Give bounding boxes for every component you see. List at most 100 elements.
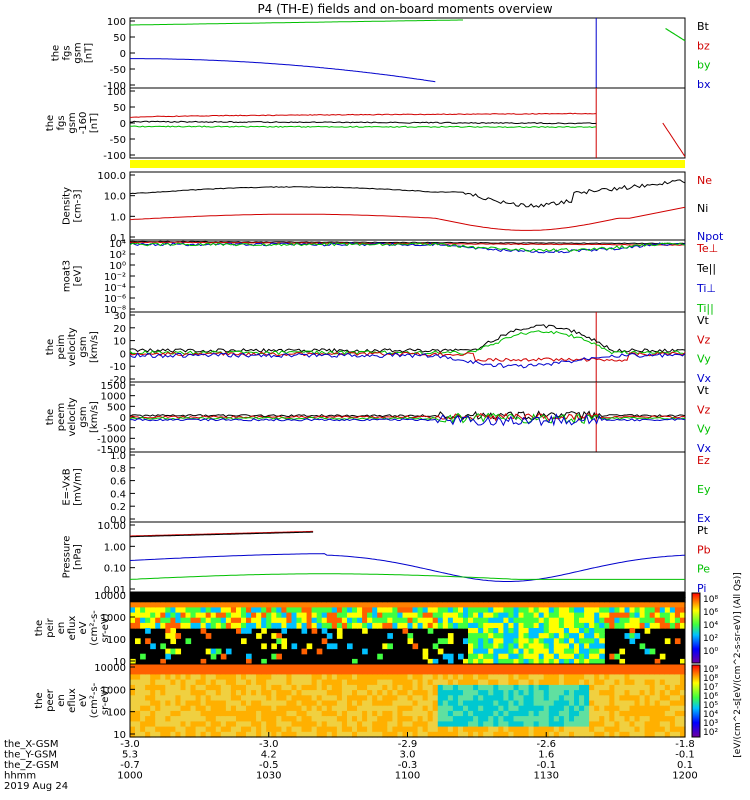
spectrogram-cell — [422, 669, 429, 676]
spectrogram-cell — [145, 628, 151, 634]
spectrogram-cell — [523, 607, 530, 614]
spectrogram-cell — [215, 731, 222, 738]
spectrogram-cell — [533, 731, 540, 738]
spectrogram-cell — [533, 628, 540, 634]
spectrogram-cell — [463, 721, 469, 728]
spectrogram-cell — [674, 716, 681, 722]
spectrogram-cell — [528, 721, 535, 728]
spectrogram-cell — [266, 679, 272, 686]
spectrogram-cell — [145, 592, 151, 598]
spectrogram-cell — [215, 597, 222, 603]
spectrogram-cell — [680, 607, 686, 614]
spectrogram-cell — [629, 597, 636, 603]
spectrogram-cell — [145, 679, 151, 686]
spectrogram-cell — [432, 679, 439, 686]
spectrogram-cell — [523, 726, 530, 733]
spectrogram-cell — [397, 684, 404, 691]
spectrogram-cell — [624, 664, 631, 670]
spectrogram-cell — [463, 716, 469, 722]
spectrogram-cell — [382, 679, 388, 686]
spectrogram-cell — [170, 638, 177, 645]
spectrogram-cell — [579, 633, 585, 639]
spectrogram-cell — [427, 721, 434, 728]
spectrogram-cell — [402, 664, 409, 670]
spectrogram-cell — [145, 622, 151, 629]
spectrogram-cell — [256, 633, 262, 639]
spectrogram-cell — [483, 612, 489, 619]
spectrogram-cell — [508, 628, 515, 634]
spectrogram-cell — [543, 721, 550, 728]
spectrogram-cell — [619, 597, 626, 603]
spectrogram-cell — [165, 597, 171, 603]
spectrogram-cell — [488, 669, 494, 676]
spectrogram-cell — [569, 690, 575, 696]
spectrogram-cell — [659, 700, 666, 707]
spectrogram-cell — [180, 674, 187, 681]
spectrogram-cell — [594, 710, 600, 717]
spectrogram-cell — [584, 664, 590, 670]
colorbar-tick: 10⁴ — [703, 710, 718, 720]
spectrogram-cell — [669, 700, 676, 707]
spectrogram-cell — [558, 592, 565, 598]
spectrogram-cell — [311, 592, 318, 598]
spectrogram-cell — [483, 710, 489, 717]
spectrogram-cell — [649, 664, 656, 670]
spectrogram-cell — [437, 669, 444, 676]
spectrogram-cell — [563, 690, 570, 696]
spectrogram-cell — [251, 705, 257, 712]
spectrogram-cell — [271, 695, 277, 702]
spectrogram-cell — [150, 684, 156, 691]
spectrogram-cell — [301, 622, 308, 629]
spectrogram-cell — [347, 597, 353, 603]
spectrogram-cell — [246, 658, 252, 665]
spectrogram-cell — [281, 674, 288, 681]
spectrogram-cell — [493, 648, 499, 655]
spectrogram-cell — [407, 726, 414, 733]
spectrogram-cell — [357, 597, 363, 603]
spectrogram-cell — [130, 726, 136, 733]
spectrogram-cell — [382, 710, 388, 717]
spectrogram-cell — [548, 664, 555, 670]
spectrogram-cell — [483, 679, 489, 686]
spectrogram-cell — [427, 684, 434, 691]
spectrogram-cell — [311, 690, 318, 696]
spectrogram-cell — [205, 674, 212, 681]
spectrogram-cell — [155, 592, 161, 598]
y-axis-label: the — [45, 409, 56, 425]
spectrogram-cell — [241, 602, 247, 609]
spectrogram-cell — [654, 612, 661, 619]
spectrogram-cell — [170, 622, 177, 629]
spectrogram-cell — [331, 607, 338, 614]
spectrogram-cell — [392, 674, 399, 681]
spectrogram-cell — [291, 597, 298, 603]
spectrogram-cell — [165, 592, 171, 598]
spectrogram-cell — [150, 597, 156, 603]
spectrogram-cell — [579, 648, 585, 655]
spectrogram-cell — [230, 597, 237, 603]
spectrogram-cell — [140, 705, 146, 712]
spectrogram-cell — [624, 607, 631, 614]
x-tick-label: -0.1 — [536, 760, 556, 771]
spectrogram-cell — [498, 648, 504, 655]
legend-entry: Vx — [697, 372, 712, 385]
spectrogram-cell — [362, 664, 368, 670]
y-tick-label: 10⁻⁴ — [104, 283, 126, 294]
spectrogram-cell — [271, 690, 277, 696]
spectrogram-cell — [584, 700, 590, 707]
y-tick-label: 0.10 — [104, 564, 126, 575]
spectrogram-cell — [609, 690, 615, 696]
spectrogram-cell — [639, 643, 646, 650]
spectrogram-cell — [236, 726, 242, 733]
spectrogram-cell — [180, 710, 187, 717]
spectrogram-cell — [246, 690, 252, 696]
spectrogram-cell — [352, 721, 358, 728]
spectrogram-cell — [468, 602, 474, 609]
spectrogram-cell — [503, 695, 510, 702]
spectrogram-cell — [458, 684, 464, 691]
spectrogram-cell — [680, 664, 686, 670]
spectrogram-cell — [553, 648, 560, 655]
spectrogram-cell — [644, 731, 651, 738]
spectrogram-cell — [432, 690, 439, 696]
spectrogram-cell — [624, 679, 631, 686]
